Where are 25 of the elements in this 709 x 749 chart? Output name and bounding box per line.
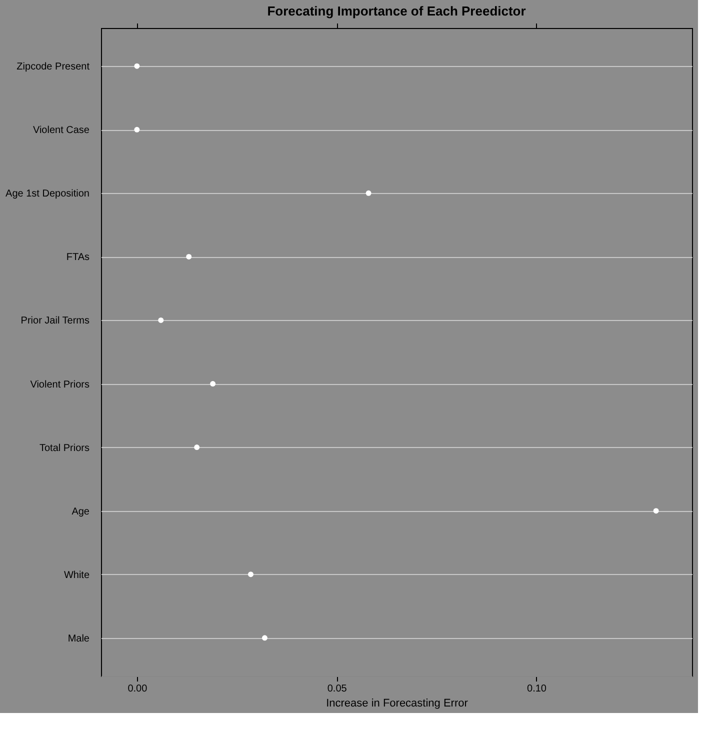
y-tick-label: Violent Priors xyxy=(30,379,90,390)
y-tick-label: Prior Jail Terms xyxy=(20,316,90,327)
point xyxy=(366,190,372,196)
y-tick-label: Age xyxy=(72,506,90,518)
y-tick-label: FTAs xyxy=(66,252,90,264)
y-tick-label: Age 1st Deposition xyxy=(6,188,90,200)
point xyxy=(210,381,216,386)
x-tick-label: 0.00 xyxy=(128,684,148,694)
point xyxy=(194,444,200,450)
y-tick-label: Male xyxy=(68,633,90,644)
x-tick-label: 0.05 xyxy=(327,684,348,694)
chart-title: Forecating Importance of Each Preedictor xyxy=(267,4,526,18)
point xyxy=(186,254,192,260)
y-tick-label: Zipcode Present xyxy=(16,62,90,73)
y-tick-label: White xyxy=(64,570,90,581)
x-tick-label: 0.10 xyxy=(527,684,547,694)
point xyxy=(134,63,140,69)
point xyxy=(158,318,164,323)
point xyxy=(248,572,254,578)
point xyxy=(653,508,659,514)
x-axis-title: Increase in Forecasting Error xyxy=(326,698,468,710)
point xyxy=(134,126,140,132)
point xyxy=(262,635,268,641)
y-tick-label: Violent Case xyxy=(32,125,90,136)
y-tick-label: Total Priors xyxy=(39,442,90,454)
